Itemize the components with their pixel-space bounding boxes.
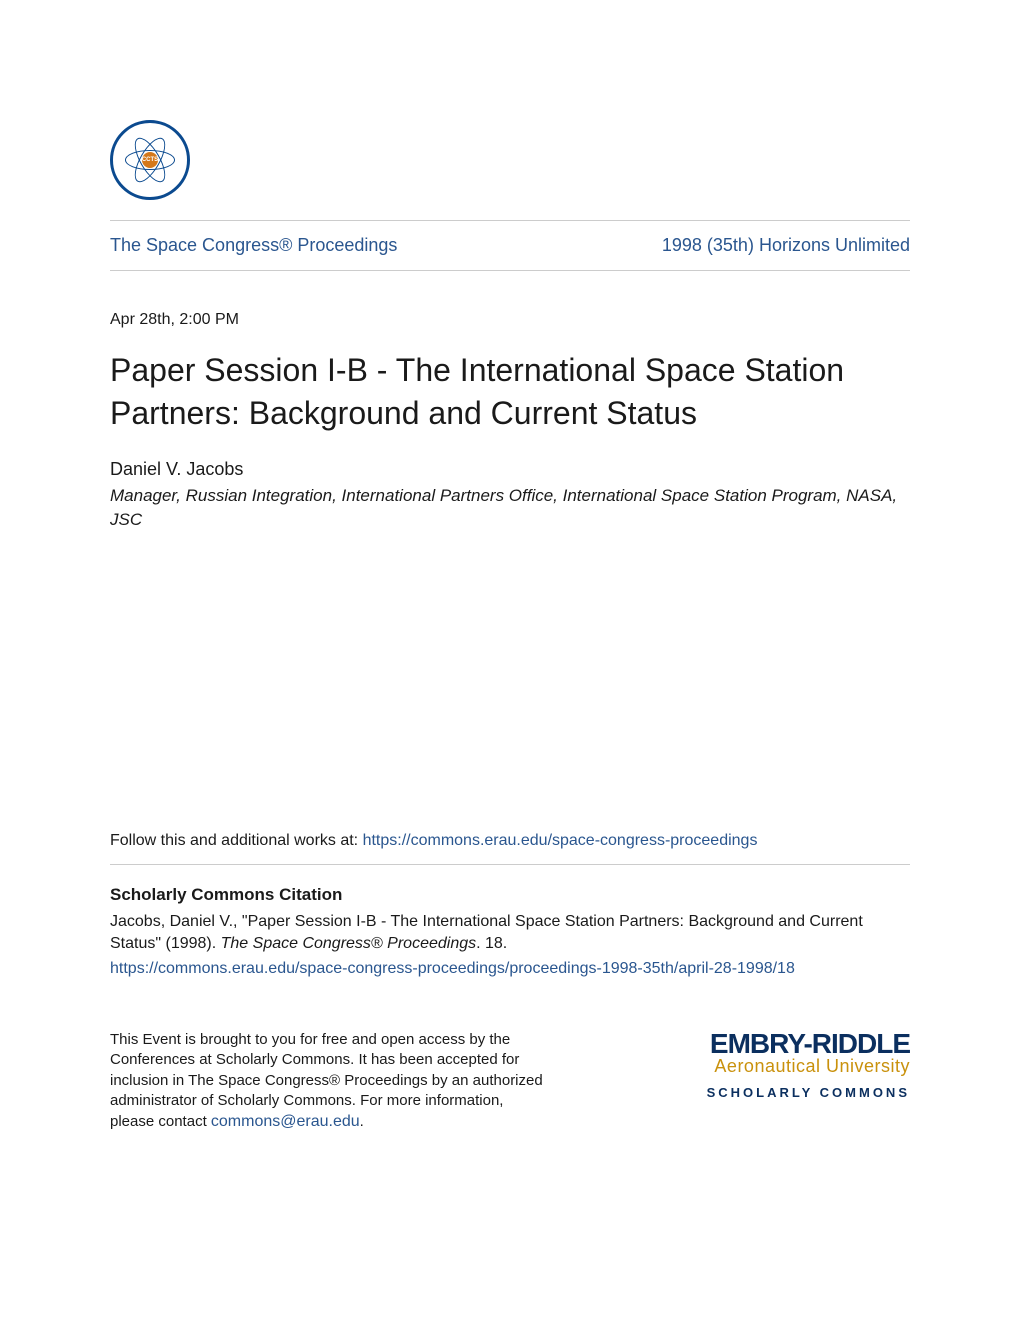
author-affiliation: Manager, Russian Integration, Internatio…: [110, 484, 910, 532]
follow-works-line: Follow this and additional works at: htt…: [110, 832, 910, 850]
proceedings-link[interactable]: The Space Congress® Proceedings: [110, 235, 397, 256]
paper-title: Paper Session I-B - The International Sp…: [110, 349, 910, 435]
divider-citation: [110, 864, 910, 865]
citation-body: Jacobs, Daniel V., "Paper Session I-B - …: [110, 911, 910, 980]
session-datetime: Apr 28th, 2:00 PM: [110, 311, 910, 329]
erau-commons-text: SCHOLARLY COMMONS: [707, 1085, 910, 1100]
follow-works-link[interactable]: https://commons.erau.edu/space-congress-…: [363, 832, 758, 849]
year-edition-link[interactable]: 1998 (35th) Horizons Unlimited: [662, 235, 910, 256]
citation-heading: Scholarly Commons Citation: [110, 885, 910, 905]
footer-row: This Event is brought to you for free an…: [110, 1030, 910, 1133]
citation-url-link[interactable]: https://commons.erau.edu/space-congress-…: [110, 958, 910, 980]
open-access-statement: This Event is brought to you for free an…: [110, 1030, 550, 1133]
erau-main-text: EMBRY-RIDDLE: [707, 1030, 910, 1058]
ccts-logo: CCTS: [110, 120, 190, 200]
erau-logo: EMBRY-RIDDLE Aeronautical University SCH…: [707, 1030, 910, 1100]
author-name: Daniel V. Jacobs: [110, 459, 910, 480]
divider-header: [110, 270, 910, 271]
contact-email-link[interactable]: commons@erau.edu: [211, 1113, 360, 1130]
logo-center-text: CCTS: [142, 152, 158, 168]
header-links-row: The Space Congress® Proceedings 1998 (35…: [110, 235, 910, 256]
citation-text-2: . 18.: [476, 935, 507, 952]
follow-prefix: Follow this and additional works at:: [110, 832, 363, 849]
divider-top: [110, 220, 910, 221]
citation-journal: The Space Congress® Proceedings: [221, 935, 476, 952]
access-period: .: [360, 1113, 364, 1130]
erau-sub-text: Aeronautical University: [707, 1056, 910, 1077]
organization-logo: CCTS: [110, 120, 910, 200]
